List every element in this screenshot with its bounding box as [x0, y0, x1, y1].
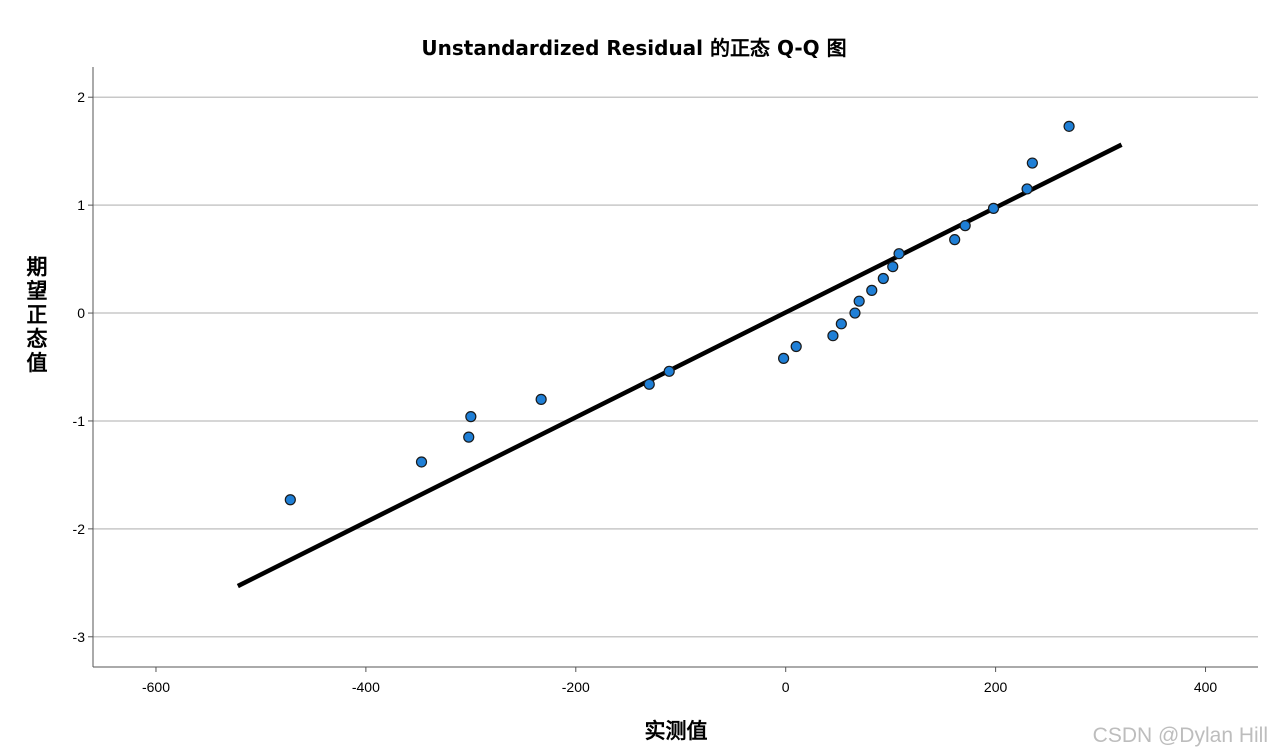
reference-line — [236, 142, 1123, 589]
watermark: CSDN @Dylan Hill — [1093, 724, 1268, 747]
chart-title: Unstandardized Residual 的正态 Q-Q 图 — [421, 36, 846, 60]
data-point — [663, 365, 675, 377]
x-axis-label: 实测值 — [645, 719, 708, 743]
x-tick-label: 400 — [1194, 679, 1218, 695]
data-point — [465, 411, 477, 423]
y-tick-label: 0 — [77, 305, 85, 321]
data-point — [1063, 120, 1075, 132]
data-point — [987, 202, 1000, 214]
x-tick-label: 200 — [984, 679, 1008, 695]
x-tick-label: 0 — [782, 679, 790, 695]
data-point — [866, 284, 878, 296]
data-point — [959, 220, 971, 232]
x-tick-labels: -600 -400 -200 0 200 400 — [142, 667, 1217, 695]
data-point — [853, 295, 865, 307]
data-point — [415, 456, 428, 468]
data-point — [949, 234, 961, 246]
data-point — [778, 352, 790, 364]
data-point — [535, 393, 547, 405]
y-tick-labels: 2 1 0 -1 -2 -3 — [73, 89, 93, 645]
y-tick-label: 1 — [77, 197, 85, 213]
data-point — [877, 272, 889, 285]
gridlines — [93, 96, 1258, 638]
data-point — [463, 431, 475, 443]
data-point — [284, 494, 296, 506]
data-point — [643, 378, 655, 390]
data-point — [893, 248, 905, 260]
y-tick-label: -1 — [73, 413, 86, 429]
data-points — [284, 120, 1075, 506]
y-tick-label: -2 — [73, 521, 86, 537]
y-axis-label: 期望正态值 — [27, 255, 48, 375]
data-point — [1021, 183, 1033, 195]
data-point — [1026, 157, 1038, 169]
x-tick-label: -400 — [352, 679, 380, 695]
data-point — [790, 340, 802, 353]
data-point — [827, 330, 839, 342]
data-point — [887, 261, 899, 273]
data-point — [849, 307, 861, 319]
data-point — [835, 318, 847, 330]
x-tick-label: -600 — [142, 679, 170, 695]
x-tick-label: -200 — [562, 679, 590, 695]
y-tick-label: 2 — [77, 89, 85, 105]
y-tick-label: -3 — [73, 629, 86, 645]
